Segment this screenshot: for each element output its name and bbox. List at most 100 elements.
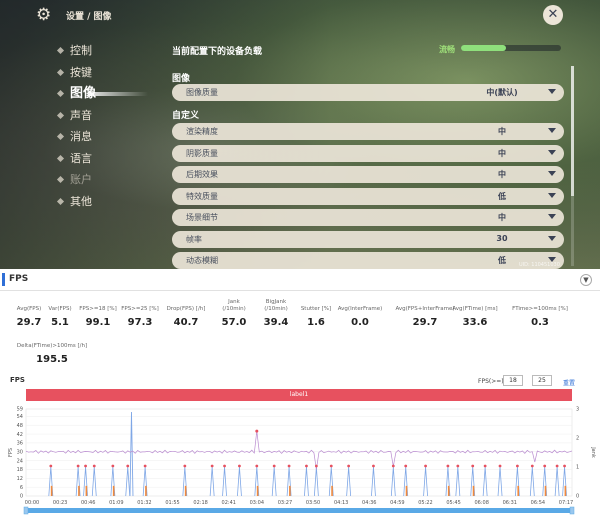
setting-value: 低 xyxy=(498,256,506,265)
stat-2: FPS>=18 [%] 99.1 xyxy=(68,306,128,328)
image-quality-dropdown[interactable]: 图像质量 中(默认) xyxy=(172,84,564,101)
stat-7: Stutter [%] 1.6 xyxy=(286,306,346,328)
collapse-button[interactable]: ▼ xyxy=(580,274,592,286)
x-tick-label: 04:13 xyxy=(334,500,348,506)
stat-delta-ftime: Delta(FTime)>100ms [/h] 195.5 xyxy=(12,343,92,365)
jank-marker xyxy=(143,464,147,468)
close-icon: ✕ xyxy=(547,7,559,22)
jank-marker xyxy=(516,464,519,468)
x-tick-label: 05:45 xyxy=(446,500,460,506)
y-tick-label: 12 xyxy=(17,476,23,482)
y2-tick-label: 1 xyxy=(576,465,579,471)
header-accent xyxy=(2,273,5,286)
setting-dropdown-2[interactable]: 后期效果 中 xyxy=(172,166,564,183)
stat-label: FPS>=18 [%] xyxy=(79,306,117,312)
diamond-icon xyxy=(56,132,65,141)
stat-label: Drop(FPS) [/h] xyxy=(166,306,206,312)
device-load-label: 流畅 xyxy=(439,45,455,54)
jank-bar xyxy=(91,466,97,497)
sidebar-item-0[interactable]: 控制 xyxy=(56,40,158,62)
chevron-down-icon: ▼ xyxy=(583,276,589,284)
setting-dropdown-1[interactable]: 阴影质量 中 xyxy=(172,144,564,162)
y-axis-label: FPS xyxy=(8,448,14,457)
jank-marker xyxy=(543,464,547,468)
jank-marker xyxy=(255,464,259,468)
jank-bar xyxy=(222,466,227,497)
setting-label: 动态模糊 xyxy=(186,256,218,265)
close-button[interactable]: ✕ xyxy=(543,5,563,25)
gear-icon: ⚙ xyxy=(36,5,52,25)
chevron-down-icon xyxy=(548,171,556,176)
setting-dropdown-4[interactable]: 场景细节 中 xyxy=(172,209,564,226)
setting-dropdown-5[interactable]: 帧率 30 xyxy=(172,230,564,248)
reset-link[interactable]: 重置 xyxy=(563,380,576,387)
device-load-title: 当前配置下的设备负载 xyxy=(172,47,263,57)
diamond-icon xyxy=(56,111,65,119)
jank-marker xyxy=(238,464,241,468)
game-settings-screen: ⚙ 设置 / 图像 ✕ 控制 按键 图像 声音 消息 语言 账户 其他 当前配置下的设备负载 … xyxy=(0,0,600,269)
stat-label: Avg(FPS+InterFrame) xyxy=(395,306,455,312)
diamond-icon xyxy=(56,154,65,162)
y-tick-label: 0 xyxy=(20,494,23,500)
stat-value: 33.6 xyxy=(462,317,488,328)
sidebar-item-label: 消息 xyxy=(70,130,92,143)
settings-scrollbar-thumb[interactable] xyxy=(571,66,574,196)
chevron-down-icon xyxy=(548,235,556,241)
sidebar-item-label: 控制 xyxy=(70,44,92,57)
jank-bar xyxy=(497,466,503,497)
stat-8: Avg(InterFrame) 0.0 xyxy=(330,306,390,328)
sidebar-item-3[interactable]: 声音 xyxy=(56,105,158,127)
performance-panel: FPS ▼ Avg(FPS) 29.7 Var(FPS) 5.1 FPS>=18 [%]… xyxy=(0,269,600,519)
jank-bar xyxy=(237,466,242,497)
jank-marker xyxy=(111,464,115,468)
x-tick-label: 00:46 xyxy=(81,500,95,506)
jank-marker xyxy=(347,464,351,468)
setting-dropdown-3[interactable]: 特效质量 低 xyxy=(172,187,564,205)
jank-marker xyxy=(446,464,450,468)
sidebar-item-label: 语言 xyxy=(70,151,92,165)
sidebar-item-6[interactable]: 账户 xyxy=(56,169,158,191)
stat-label: Delta(FTime)>100ms [/h] xyxy=(16,343,88,349)
sidebar-item-2[interactable]: 图像 xyxy=(56,83,158,105)
jank-marker xyxy=(314,464,318,468)
sidebar-item-label: 声音 xyxy=(70,108,92,122)
jank-marker xyxy=(404,464,408,468)
sidebar-item-5[interactable]: 语言 xyxy=(56,148,158,170)
setting-dropdown-0[interactable]: 渲染精度 中 xyxy=(172,123,564,140)
setting-dropdown-6[interactable]: 动态模糊 低 xyxy=(172,252,564,269)
setting-label: 渲染精度 xyxy=(186,127,218,136)
stat-value: 0.3 xyxy=(531,317,549,328)
sidebar-item-4[interactable]: 消息 xyxy=(56,126,158,148)
diamond-icon xyxy=(56,175,65,184)
x-tick-label: 06:54 xyxy=(531,500,545,506)
fps-chart-title: FPS xyxy=(10,376,25,384)
stat-value: 39.4 xyxy=(263,317,289,328)
setting-value: 30 xyxy=(496,233,508,243)
jank-marker xyxy=(223,464,226,468)
setting-value: 中 xyxy=(498,170,506,179)
x-tick-label: 03:50 xyxy=(306,500,320,506)
device-load-fill xyxy=(461,45,506,51)
stat-label: Avg(InterFrame) xyxy=(337,306,383,312)
jank-bar xyxy=(482,466,488,497)
y2-tick-label: 3 xyxy=(576,407,579,413)
fps-filter-input-2[interactable] xyxy=(532,375,552,386)
sidebar-item-label: 图像 xyxy=(70,86,97,101)
jank-marker xyxy=(456,464,460,468)
x-tick-label: 04:59 xyxy=(390,500,404,506)
jank-bar xyxy=(313,466,319,497)
stat-value: 97.3 xyxy=(127,317,153,328)
stat-6: BigJank (/10min) 39.4 xyxy=(246,299,306,328)
stat-1: Var(FPS) 5.1 xyxy=(30,306,90,328)
sidebar-item-7[interactable]: 其他 xyxy=(56,191,158,213)
stat-label: Avg(FTime) [ms] xyxy=(452,306,498,312)
sidebar-item-1[interactable]: 按键 xyxy=(56,62,158,84)
fps-filter-input-1[interactable] xyxy=(503,375,523,386)
jank-marker xyxy=(498,464,502,468)
jank-marker xyxy=(84,464,87,468)
jank-marker xyxy=(391,464,395,468)
diamond-icon xyxy=(56,68,65,76)
x-tick-label: 02:41 xyxy=(222,500,236,506)
image-quality-value: 中(默认) xyxy=(486,88,518,97)
jank-bar xyxy=(209,466,215,497)
